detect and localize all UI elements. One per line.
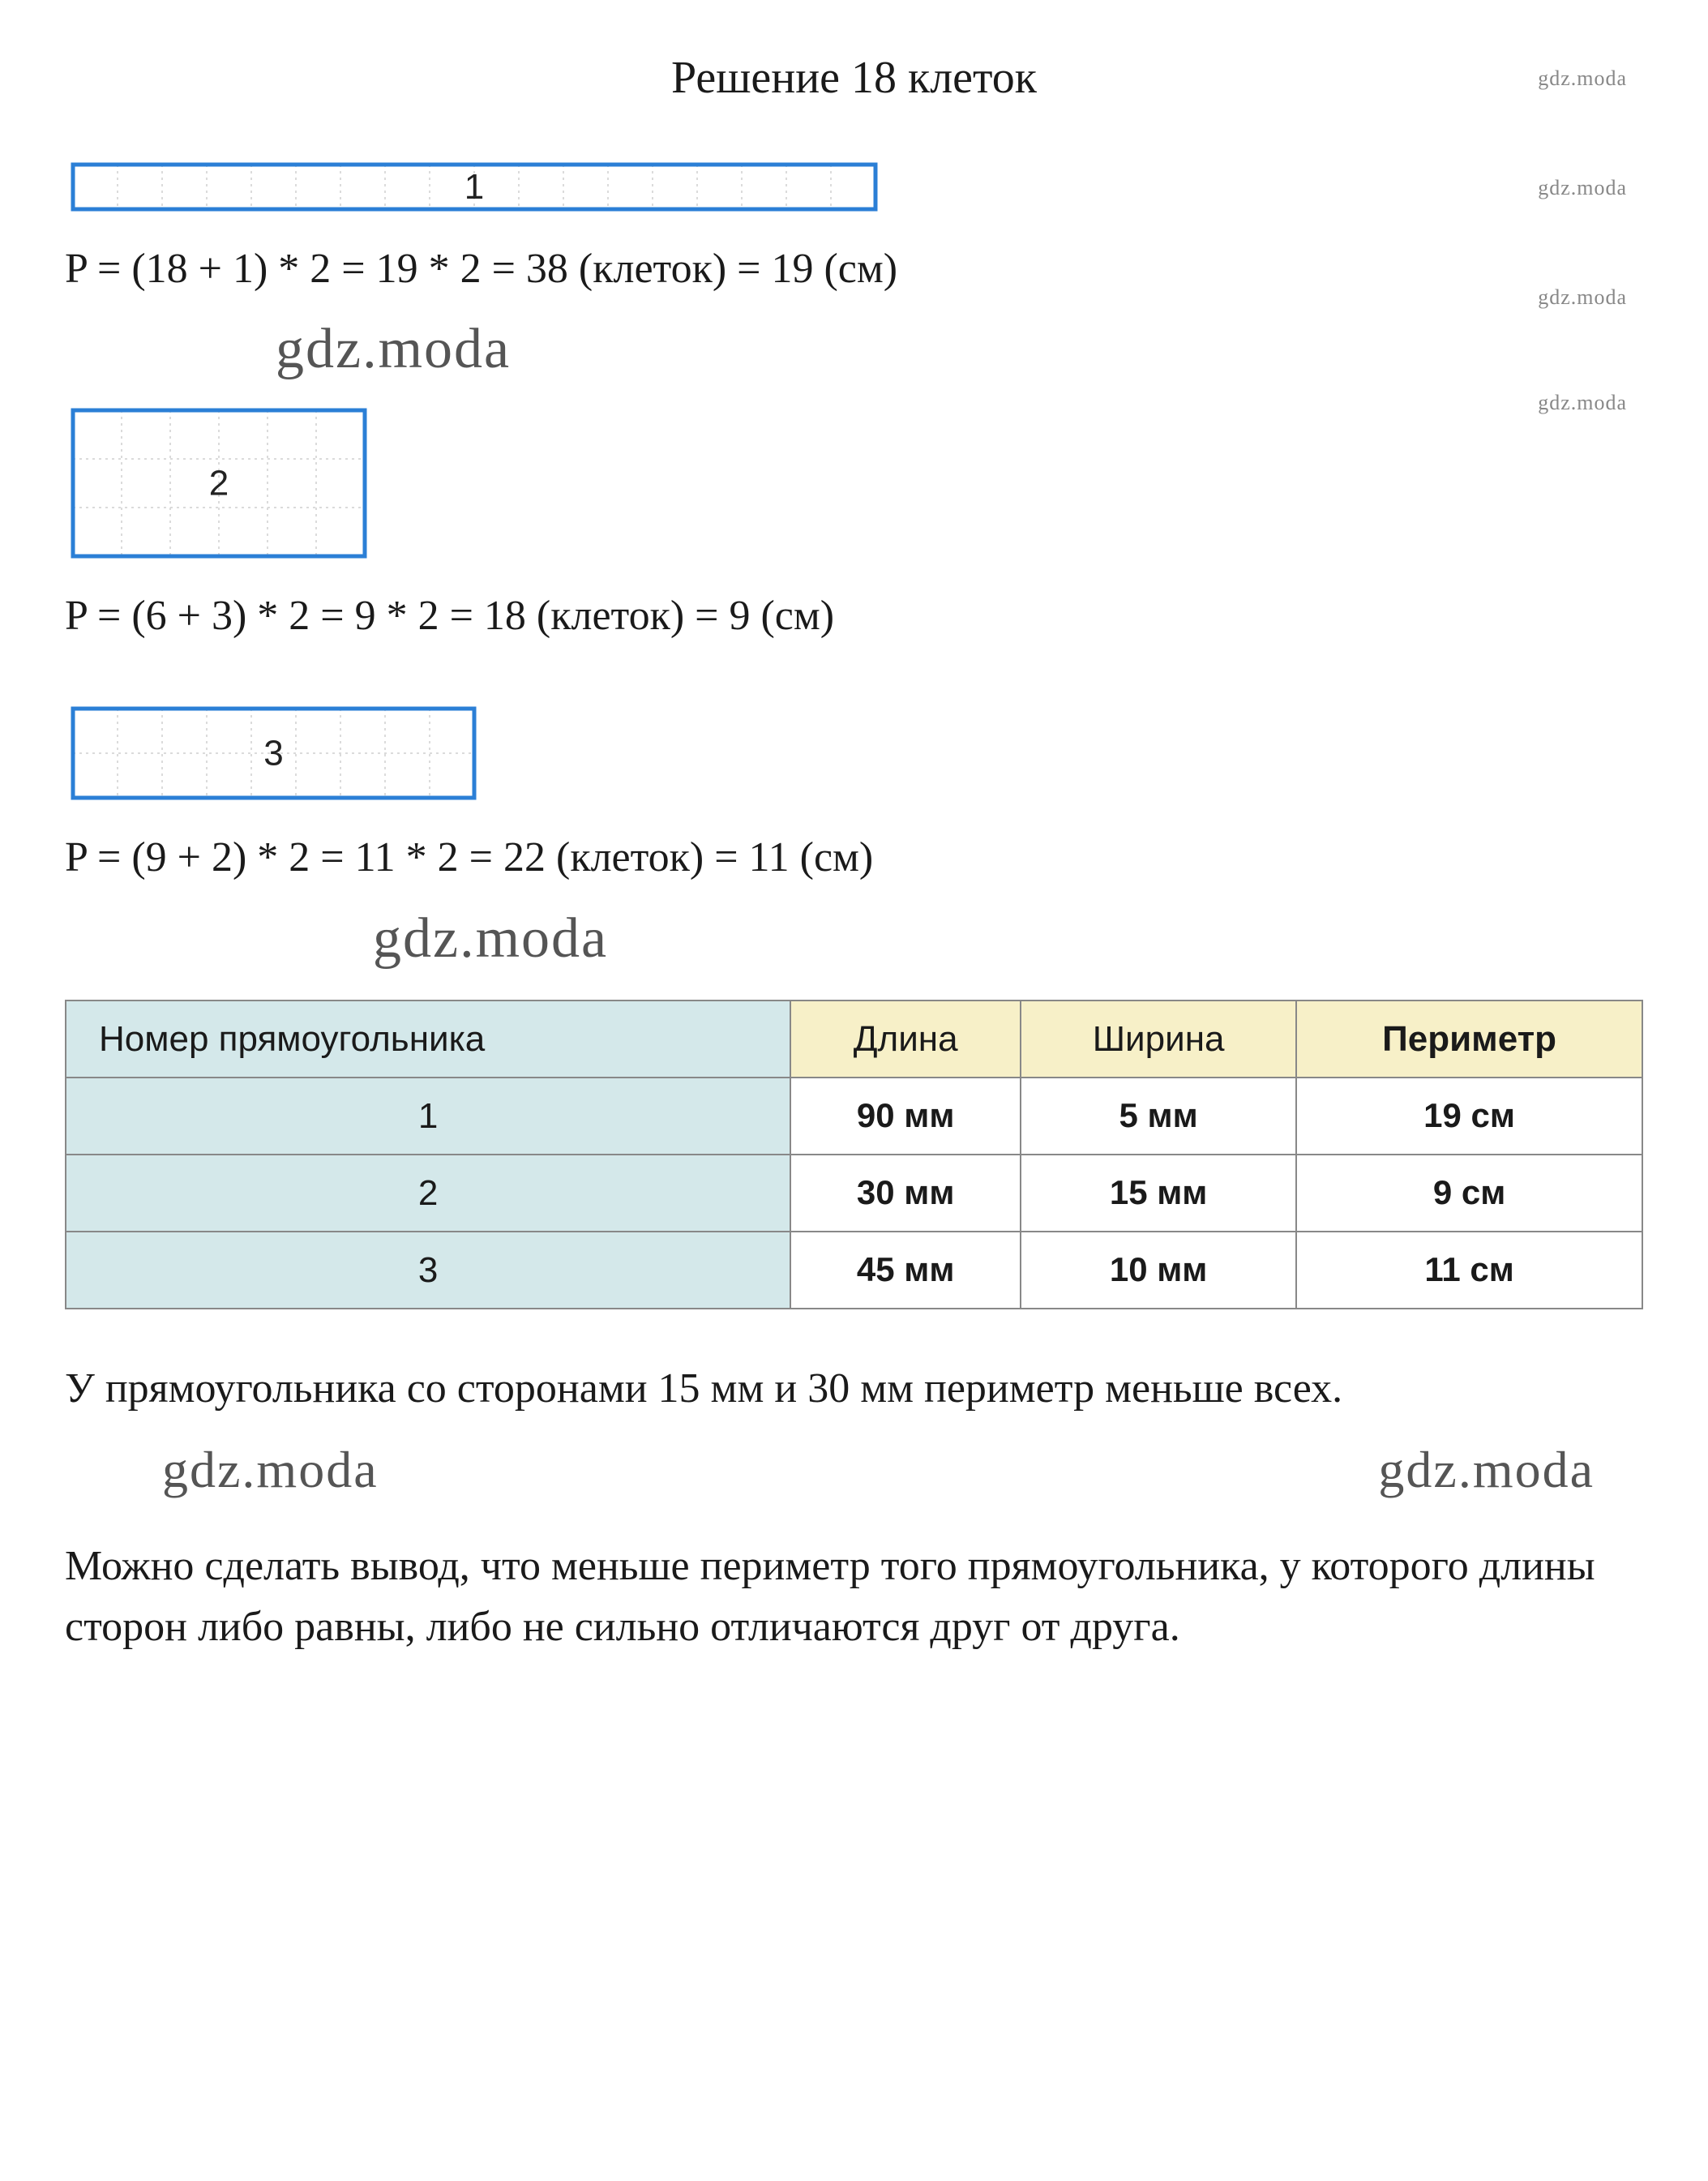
rect-svg-2: 2	[65, 402, 373, 564]
page-title: Решение 18 клеток	[65, 49, 1643, 108]
col-header-width: Ширина	[1021, 1001, 1296, 1078]
table-header-row: Номер прямоугольника Длина Ширина Периме…	[66, 1001, 1642, 1078]
watermark-large: gdz.moda	[276, 312, 1643, 386]
table-row: 345 мм10 мм11 см	[66, 1232, 1642, 1309]
rectangle-diagram-1: 1	[65, 156, 1643, 217]
rect-svg-1: 1	[65, 156, 884, 217]
cell-length: 30 мм	[790, 1155, 1021, 1232]
conclusion-paragraph-2: Можно сделать вывод, что меньше периметр…	[65, 1536, 1643, 1658]
svg-text:2: 2	[209, 464, 229, 503]
col-header-perimeter: Периметр	[1296, 1001, 1642, 1078]
formula-1: P = (18 + 1) * 2 = 19 * 2 = 38 (клеток) …	[65, 242, 1643, 297]
svg-text:1: 1	[464, 167, 484, 207]
cell-number: 1	[66, 1078, 790, 1155]
watermark-row: gdz.moda gdz.moda	[65, 1436, 1643, 1503]
conclusion-paragraph-1: У прямоугольника со сторонами 15 мм и 30…	[65, 1358, 1643, 1419]
rectangle-diagram-2: 2	[65, 402, 1643, 564]
cell-width: 15 мм	[1021, 1155, 1296, 1232]
watermark-large: gdz.moda	[1378, 1436, 1595, 1503]
col-header-number: Номер прямоугольника	[66, 1001, 790, 1078]
cell-perimeter: 9 см	[1296, 1155, 1642, 1232]
formula-2: P = (6 + 3) * 2 = 9 * 2 = 18 (клеток) = …	[65, 589, 1643, 644]
cell-perimeter: 19 см	[1296, 1078, 1642, 1155]
cell-number: 2	[66, 1155, 790, 1232]
watermark-small: gdz.moda	[1538, 284, 1627, 311]
col-header-length: Длина	[790, 1001, 1021, 1078]
cell-number: 3	[66, 1232, 790, 1309]
watermark-large: gdz.moda	[162, 1436, 379, 1503]
svg-text:3: 3	[263, 733, 283, 773]
cell-perimeter: 11 см	[1296, 1232, 1642, 1309]
watermark-small: gdz.moda	[1538, 174, 1627, 202]
cell-length: 45 мм	[790, 1232, 1021, 1309]
watermark-small: gdz.moda	[1538, 389, 1627, 417]
rect-svg-3: 3	[65, 701, 482, 806]
table-row: 190 мм5 мм19 см	[66, 1078, 1642, 1155]
cell-width: 5 мм	[1021, 1078, 1296, 1155]
watermark-small: gdz.moda	[1538, 65, 1627, 92]
cell-length: 90 мм	[790, 1078, 1021, 1155]
cell-width: 10 мм	[1021, 1232, 1296, 1309]
table-row: 230 мм15 мм9 см	[66, 1155, 1642, 1232]
rectangles-table: Номер прямоугольника Длина Ширина Периме…	[65, 1000, 1643, 1310]
watermark-large: gdz.moda	[373, 902, 1643, 975]
formula-3: P = (9 + 2) * 2 = 11 * 2 = 22 (клеток) =…	[65, 830, 1643, 885]
rectangle-diagram-3: 3	[65, 701, 1643, 806]
